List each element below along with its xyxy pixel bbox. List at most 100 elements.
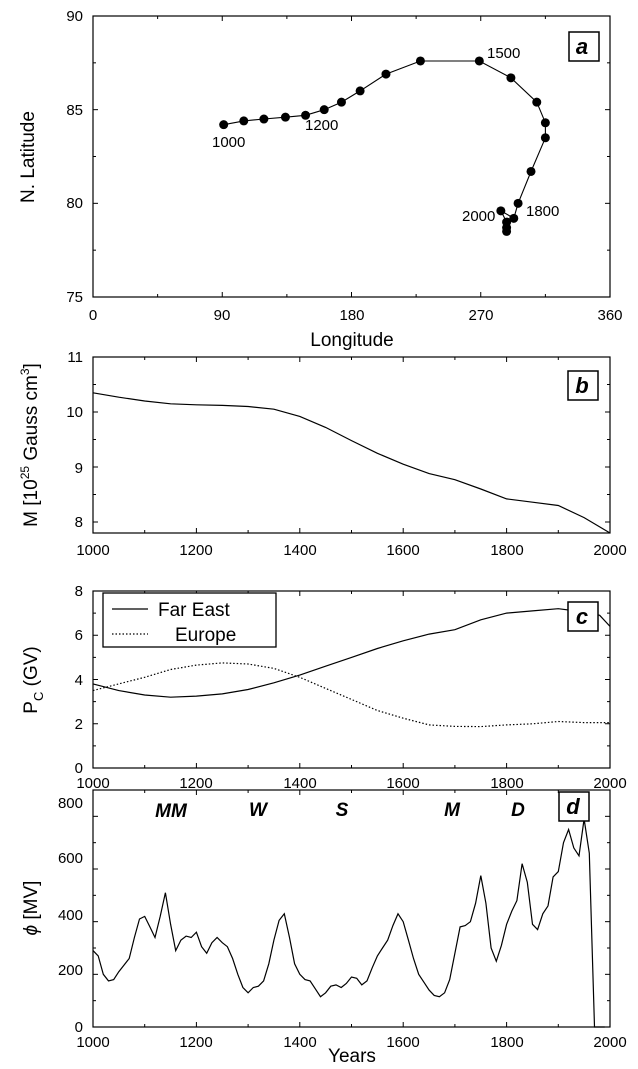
y-tick-label: 10 bbox=[66, 404, 83, 421]
pole-point bbox=[356, 86, 365, 95]
pole-point bbox=[337, 98, 346, 107]
annotation-1000: 1000 bbox=[212, 134, 245, 151]
annotation-2000: 2000 bbox=[462, 208, 495, 225]
panel-d-y-axis-label: ϕ [MV] bbox=[21, 881, 42, 936]
x-tick-label: 1800 bbox=[490, 542, 523, 559]
x-tick-label: 0 bbox=[89, 307, 97, 324]
panel-c-y-axis-label: PC (GV) bbox=[21, 646, 46, 713]
europe-line bbox=[93, 663, 610, 727]
pole-point bbox=[239, 116, 248, 125]
panel-a-y-tick-labels: 75 80 85 90 bbox=[66, 8, 83, 306]
pole-point bbox=[416, 56, 425, 65]
pole-point bbox=[532, 98, 541, 107]
panel-a-plot bbox=[219, 56, 550, 235]
y-tick-label: 9 bbox=[75, 460, 83, 477]
annotation-1500: 1500 bbox=[487, 45, 520, 62]
y-tick-label: 2 bbox=[75, 716, 83, 733]
pole-point bbox=[541, 118, 550, 127]
x-tick-label: 1200 bbox=[179, 542, 212, 559]
y-tick-label: 0 bbox=[75, 760, 83, 777]
pole-point bbox=[259, 115, 268, 124]
panel-d-label: d bbox=[566, 794, 580, 819]
y-tick-label: 90 bbox=[66, 8, 83, 25]
panel-c: 1000 1200 1400 1600 1800 2000 0 2 4 6 8 … bbox=[21, 583, 627, 792]
pole-point bbox=[506, 73, 515, 82]
panel-b-y-axis-label: M [1025 Gauss cm3] bbox=[18, 363, 42, 527]
pole-point bbox=[320, 105, 329, 114]
y-tick-label: 8 bbox=[75, 583, 83, 600]
pole-point bbox=[514, 199, 523, 208]
panel-b-ticks bbox=[93, 357, 610, 533]
legend-label-far-east: Far East bbox=[158, 600, 231, 621]
pole-point bbox=[541, 133, 550, 142]
y-tick-label: 4 bbox=[75, 672, 83, 689]
x-tick-label: 1800 bbox=[490, 1034, 523, 1051]
panel-a-y-axis-label: N. Latitude bbox=[18, 111, 39, 203]
annotation-1800: 1800 bbox=[526, 203, 559, 220]
y-tick-label: 75 bbox=[66, 289, 83, 306]
era-label-m: M bbox=[444, 800, 461, 821]
x-tick-label: 1200 bbox=[179, 1034, 212, 1051]
pole-point bbox=[527, 167, 536, 176]
pole-point bbox=[475, 56, 484, 65]
x-tick-label: 270 bbox=[468, 307, 493, 324]
panel-a-label: a bbox=[576, 34, 588, 59]
x-tick-label: 90 bbox=[214, 307, 231, 324]
y-tick-label: 80 bbox=[66, 195, 83, 212]
era-label-d: D bbox=[511, 800, 525, 821]
y-tick-label: 0 bbox=[75, 1019, 83, 1036]
y-tick-label: 400 bbox=[58, 907, 83, 924]
panel-b-x-tick-labels: 1000 1200 1400 1600 1800 2000 bbox=[76, 542, 626, 559]
y-tick-label: 6 bbox=[75, 627, 83, 644]
panel-d: 1000 1200 1400 1600 1800 2000 0 200 400 … bbox=[21, 790, 627, 1067]
panel-b-plot bbox=[93, 393, 610, 533]
x-tick-label: 2000 bbox=[593, 1034, 626, 1051]
panel-d-y-tick-labels: 0 200 400 600 800 bbox=[58, 795, 83, 1036]
y-tick-label: 85 bbox=[66, 102, 83, 119]
panel-b-frame bbox=[93, 357, 610, 533]
panel-a: 0 90 180 270 360 75 80 85 90 Longitude N… bbox=[18, 8, 623, 351]
modulation-potential-line bbox=[93, 819, 605, 1027]
era-label-mm: MM bbox=[155, 801, 188, 822]
panel-a-x-tick-labels: 0 90 180 270 360 bbox=[89, 307, 623, 324]
x-tick-label: 1000 bbox=[76, 542, 109, 559]
pole-path-line bbox=[224, 61, 546, 231]
x-tick-label: 1400 bbox=[283, 542, 316, 559]
panel-d-frame bbox=[93, 790, 610, 1027]
era-label-w: W bbox=[249, 800, 269, 821]
panel-d-plot bbox=[93, 819, 605, 1027]
x-tick-label: 2000 bbox=[593, 542, 626, 559]
panel-c-label: c bbox=[576, 604, 588, 629]
panel-b-y-tick-labels: 8 9 10 11 bbox=[66, 349, 83, 531]
pole-point bbox=[281, 113, 290, 122]
annotation-1200: 1200 bbox=[305, 117, 338, 134]
legend: Far East Europe bbox=[103, 593, 276, 647]
panel-d-ticks bbox=[93, 790, 610, 1027]
pole-point bbox=[496, 206, 505, 215]
x-tick-label: 180 bbox=[339, 307, 364, 324]
panel-d-x-axis-label: Years bbox=[328, 1046, 376, 1067]
pole-point bbox=[502, 227, 511, 236]
panel-b: 1000 1200 1400 1600 1800 2000 8 9 10 11 … bbox=[18, 349, 627, 559]
x-tick-label: 1400 bbox=[283, 1034, 316, 1051]
x-tick-label: 1600 bbox=[386, 1034, 419, 1051]
panel-a-frame bbox=[93, 16, 610, 297]
pole-point bbox=[219, 120, 228, 129]
y-tick-label: 600 bbox=[58, 850, 83, 867]
x-tick-label: 1600 bbox=[386, 542, 419, 559]
panel-b-label: b bbox=[575, 373, 588, 398]
y-tick-label: 800 bbox=[58, 795, 83, 812]
panel-a-x-axis-label: Longitude bbox=[310, 330, 393, 351]
x-tick-label: 1000 bbox=[76, 1034, 109, 1051]
panel-c-y-tick-labels: 0 2 4 6 8 bbox=[75, 583, 83, 777]
dipole-moment-line bbox=[93, 393, 610, 533]
y-tick-label: 11 bbox=[67, 349, 83, 366]
y-tick-label: 8 bbox=[75, 514, 83, 531]
pole-point bbox=[381, 70, 390, 79]
panel-a-ticks bbox=[93, 16, 610, 297]
legend-label-europe: Europe bbox=[175, 625, 236, 646]
x-tick-label: 360 bbox=[597, 307, 622, 324]
y-tick-label: 200 bbox=[58, 962, 83, 979]
era-label-s: S bbox=[336, 800, 349, 821]
